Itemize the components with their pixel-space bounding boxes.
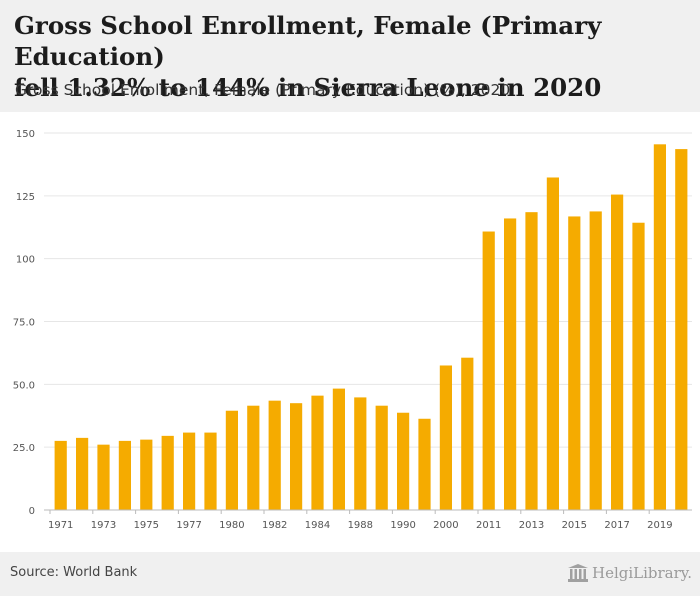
bar [397, 412, 410, 510]
bar [525, 212, 538, 511]
bar [183, 432, 196, 510]
bar [568, 216, 581, 510]
bar [461, 357, 474, 510]
x-tick-label: 1982 [262, 520, 287, 531]
bar [247, 405, 260, 510]
y-tick-label: 100 [16, 255, 35, 266]
bar [589, 211, 602, 510]
chart-title: Gross School Enrollment, Female (Primary… [14, 10, 694, 103]
y-tick-label: 25.0 [13, 443, 35, 454]
y-tick-label: 0 [29, 506, 35, 517]
logo-text: HelgiLibrary. [592, 564, 693, 582]
y-tick-label: 50.0 [13, 380, 35, 391]
bar [354, 397, 367, 510]
source-note: Source: World Bank [10, 565, 138, 580]
x-tick-label: 1973 [91, 520, 116, 531]
x-tick-label: 1971 [48, 520, 73, 531]
x-tick-label: 1988 [348, 520, 373, 531]
helgilibrary-logo[interactable]: HelgiLibrary. [568, 563, 692, 583]
plot-area: 0 25.0 50.0 75.0 100 125 150 1971 1973 1975 1977 19… [0, 112, 700, 552]
x-tick-label: 2013 [519, 520, 544, 531]
title-line-1: Gross School Enrollment, Female (Primary… [14, 11, 602, 71]
bar [439, 365, 452, 510]
bar [482, 231, 495, 510]
bar [225, 410, 238, 510]
header: Gross School Enrollment, Female (Primary… [0, 0, 700, 112]
x-tick-label: 2017 [604, 520, 629, 531]
x-tick-label: 1984 [305, 520, 330, 531]
title-line-2: fell 1.32% to 144% in Sierra Leone in 20… [14, 73, 602, 102]
bar [76, 437, 89, 510]
bar [653, 144, 666, 510]
bar [311, 395, 324, 510]
bar-chart: 0 25.0 50.0 75.0 100 125 150 1971 1973 1975 1977 19… [13, 129, 692, 531]
bar [675, 149, 688, 510]
x-tick-label: 2011 [476, 520, 501, 531]
y-tick-label: 150 [16, 129, 35, 140]
bar [290, 403, 303, 510]
y-tick-label: 75.0 [13, 318, 35, 329]
bar [268, 400, 281, 510]
bar [418, 418, 431, 510]
library-columns-icon [568, 564, 588, 582]
x-tick-label: 1977 [176, 520, 201, 531]
chart-subtitle: Gross School Enrollment, Female (Primary… [15, 81, 511, 99]
bar [546, 177, 559, 510]
bar [632, 222, 645, 510]
bar [161, 435, 174, 510]
bar [97, 444, 110, 510]
bar [140, 439, 153, 510]
bar [611, 194, 624, 510]
bar [118, 440, 131, 510]
x-tick-label: 1980 [219, 520, 244, 531]
bar [504, 218, 517, 510]
bar [375, 405, 388, 510]
bar [54, 440, 67, 510]
x-tick-label: 2015 [562, 520, 587, 531]
x-tick-label: 1975 [134, 520, 159, 531]
x-tick-label: 2000 [433, 520, 458, 531]
x-tick-label: 2019 [647, 520, 672, 531]
y-tick-label: 125 [16, 192, 35, 203]
bar [204, 432, 217, 510]
x-tick-label: 1990 [390, 520, 415, 531]
bar [332, 388, 345, 510]
